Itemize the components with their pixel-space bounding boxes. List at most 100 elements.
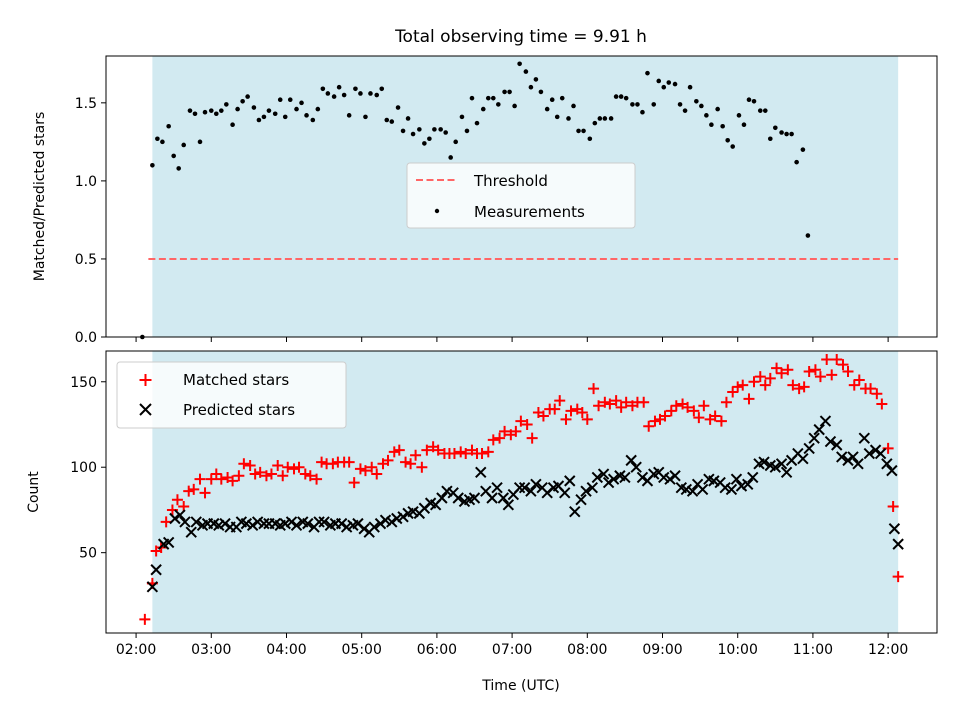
predicted-star-marker xyxy=(769,461,782,473)
matched-star-marker xyxy=(610,395,622,407)
measurement-point xyxy=(549,97,555,103)
predicted-star-marker xyxy=(179,516,191,528)
predicted-star-marker xyxy=(636,471,649,484)
measurement-point xyxy=(523,69,529,74)
predicted-star-marker xyxy=(863,447,876,460)
measurement-point xyxy=(576,128,581,134)
measurement-point xyxy=(630,102,635,107)
matched-star-marker xyxy=(272,460,284,472)
matched-star-marker xyxy=(460,448,472,460)
matched-star-marker xyxy=(581,413,593,425)
predicted-star-marker xyxy=(747,471,759,484)
x-tick-label: 03:00 xyxy=(191,642,231,658)
predicted-star-marker xyxy=(597,468,610,480)
predicted-star-marker xyxy=(575,493,587,506)
matched-star-marker xyxy=(743,393,755,405)
matched-legend-swatch xyxy=(139,374,152,386)
predicted-star-marker xyxy=(742,478,754,491)
y-tick-label: 50 xyxy=(79,546,97,562)
matched-star-marker xyxy=(277,470,289,482)
predicted-star-marker xyxy=(452,492,464,504)
ratio-y-axis-label: Matched/Predicted stars xyxy=(32,112,48,282)
measurement-point xyxy=(502,89,507,95)
predicted-star-marker xyxy=(162,536,175,549)
measurement-point xyxy=(353,86,358,92)
measurement-point xyxy=(464,128,470,134)
predicted-star-marker xyxy=(602,476,615,489)
matched-star-marker xyxy=(487,434,499,446)
measurement-point xyxy=(310,117,316,123)
measurement-point xyxy=(405,116,411,121)
matched-star-marker xyxy=(233,470,245,482)
matched-star-marker xyxy=(282,461,294,473)
matched-star-marker xyxy=(793,383,805,395)
predicted-star-marker xyxy=(146,581,159,593)
matched-star-marker xyxy=(688,405,700,417)
predicted-star-marker xyxy=(169,512,181,525)
measurement-point xyxy=(687,84,693,90)
measurement-point xyxy=(181,142,187,148)
measurement-point xyxy=(602,116,608,121)
matched-star-marker xyxy=(366,461,378,473)
measurement-point xyxy=(341,92,347,98)
predicted-star-marker xyxy=(686,485,699,497)
matched-star-marker xyxy=(416,461,428,473)
predicted-star-marker xyxy=(836,451,848,463)
predicted-star-marker xyxy=(586,482,599,494)
measurement-point xyxy=(374,92,380,98)
measurement-point xyxy=(400,128,406,134)
measurement-point xyxy=(202,109,208,115)
measurement-point xyxy=(197,139,203,145)
predicted-star-marker xyxy=(881,458,893,470)
measurement-point xyxy=(645,70,650,76)
matched-star-marker xyxy=(865,383,877,395)
measurement-point xyxy=(432,127,437,132)
predicted-star-marker xyxy=(475,466,487,479)
measurement-point xyxy=(315,106,321,112)
predicted-star-marker xyxy=(888,523,901,535)
measurement-point xyxy=(448,155,453,160)
measurement-point xyxy=(346,113,352,118)
ratio-x-ticks xyxy=(135,337,889,342)
matched-star-marker xyxy=(521,418,533,430)
predicted-star-marker xyxy=(302,517,314,530)
measurement-point xyxy=(635,102,640,107)
matched-star-marker xyxy=(670,400,682,412)
matched-star-marker xyxy=(576,407,588,419)
matched-star-marker xyxy=(787,379,799,391)
count-legend-box xyxy=(116,361,347,429)
matched-star-marker xyxy=(421,444,433,456)
count-plot-frame xyxy=(105,350,938,634)
matched-star-marker xyxy=(798,381,810,393)
matched-star-marker xyxy=(348,477,360,489)
matched-star-marker xyxy=(871,388,883,400)
matched-star-marker xyxy=(565,405,577,417)
measurement-point xyxy=(150,162,155,168)
predicted-star-marker xyxy=(808,432,820,444)
measurement-point xyxy=(363,114,368,120)
measurement-point xyxy=(299,100,304,106)
predicted-star-marker xyxy=(824,435,837,448)
measurement-point xyxy=(800,147,806,152)
measurement-point xyxy=(666,80,672,85)
matched-star-marker xyxy=(732,381,744,393)
matched-star-marker xyxy=(183,485,195,497)
matched-star-marker xyxy=(599,396,611,408)
measurement-point xyxy=(623,95,629,101)
matched-star-marker xyxy=(615,401,627,413)
matched-star-marker xyxy=(327,458,339,470)
x-tick-label: 04:00 xyxy=(266,642,306,658)
predicted-star-marker xyxy=(564,475,576,487)
matched-star-marker xyxy=(160,516,172,528)
predicted-star-marker xyxy=(174,509,186,521)
measurement-point xyxy=(709,122,714,127)
predicted-star-marker xyxy=(190,516,202,528)
matched-star-marker xyxy=(764,372,776,384)
measurement-point xyxy=(757,108,763,113)
measurement-point xyxy=(219,108,224,113)
matched-star-marker xyxy=(682,401,694,413)
matched-star-marker xyxy=(537,410,549,422)
x-tick-label: 11:00 xyxy=(793,642,833,658)
predicted-star-marker xyxy=(313,516,325,528)
predicted-star-marker xyxy=(886,464,898,477)
